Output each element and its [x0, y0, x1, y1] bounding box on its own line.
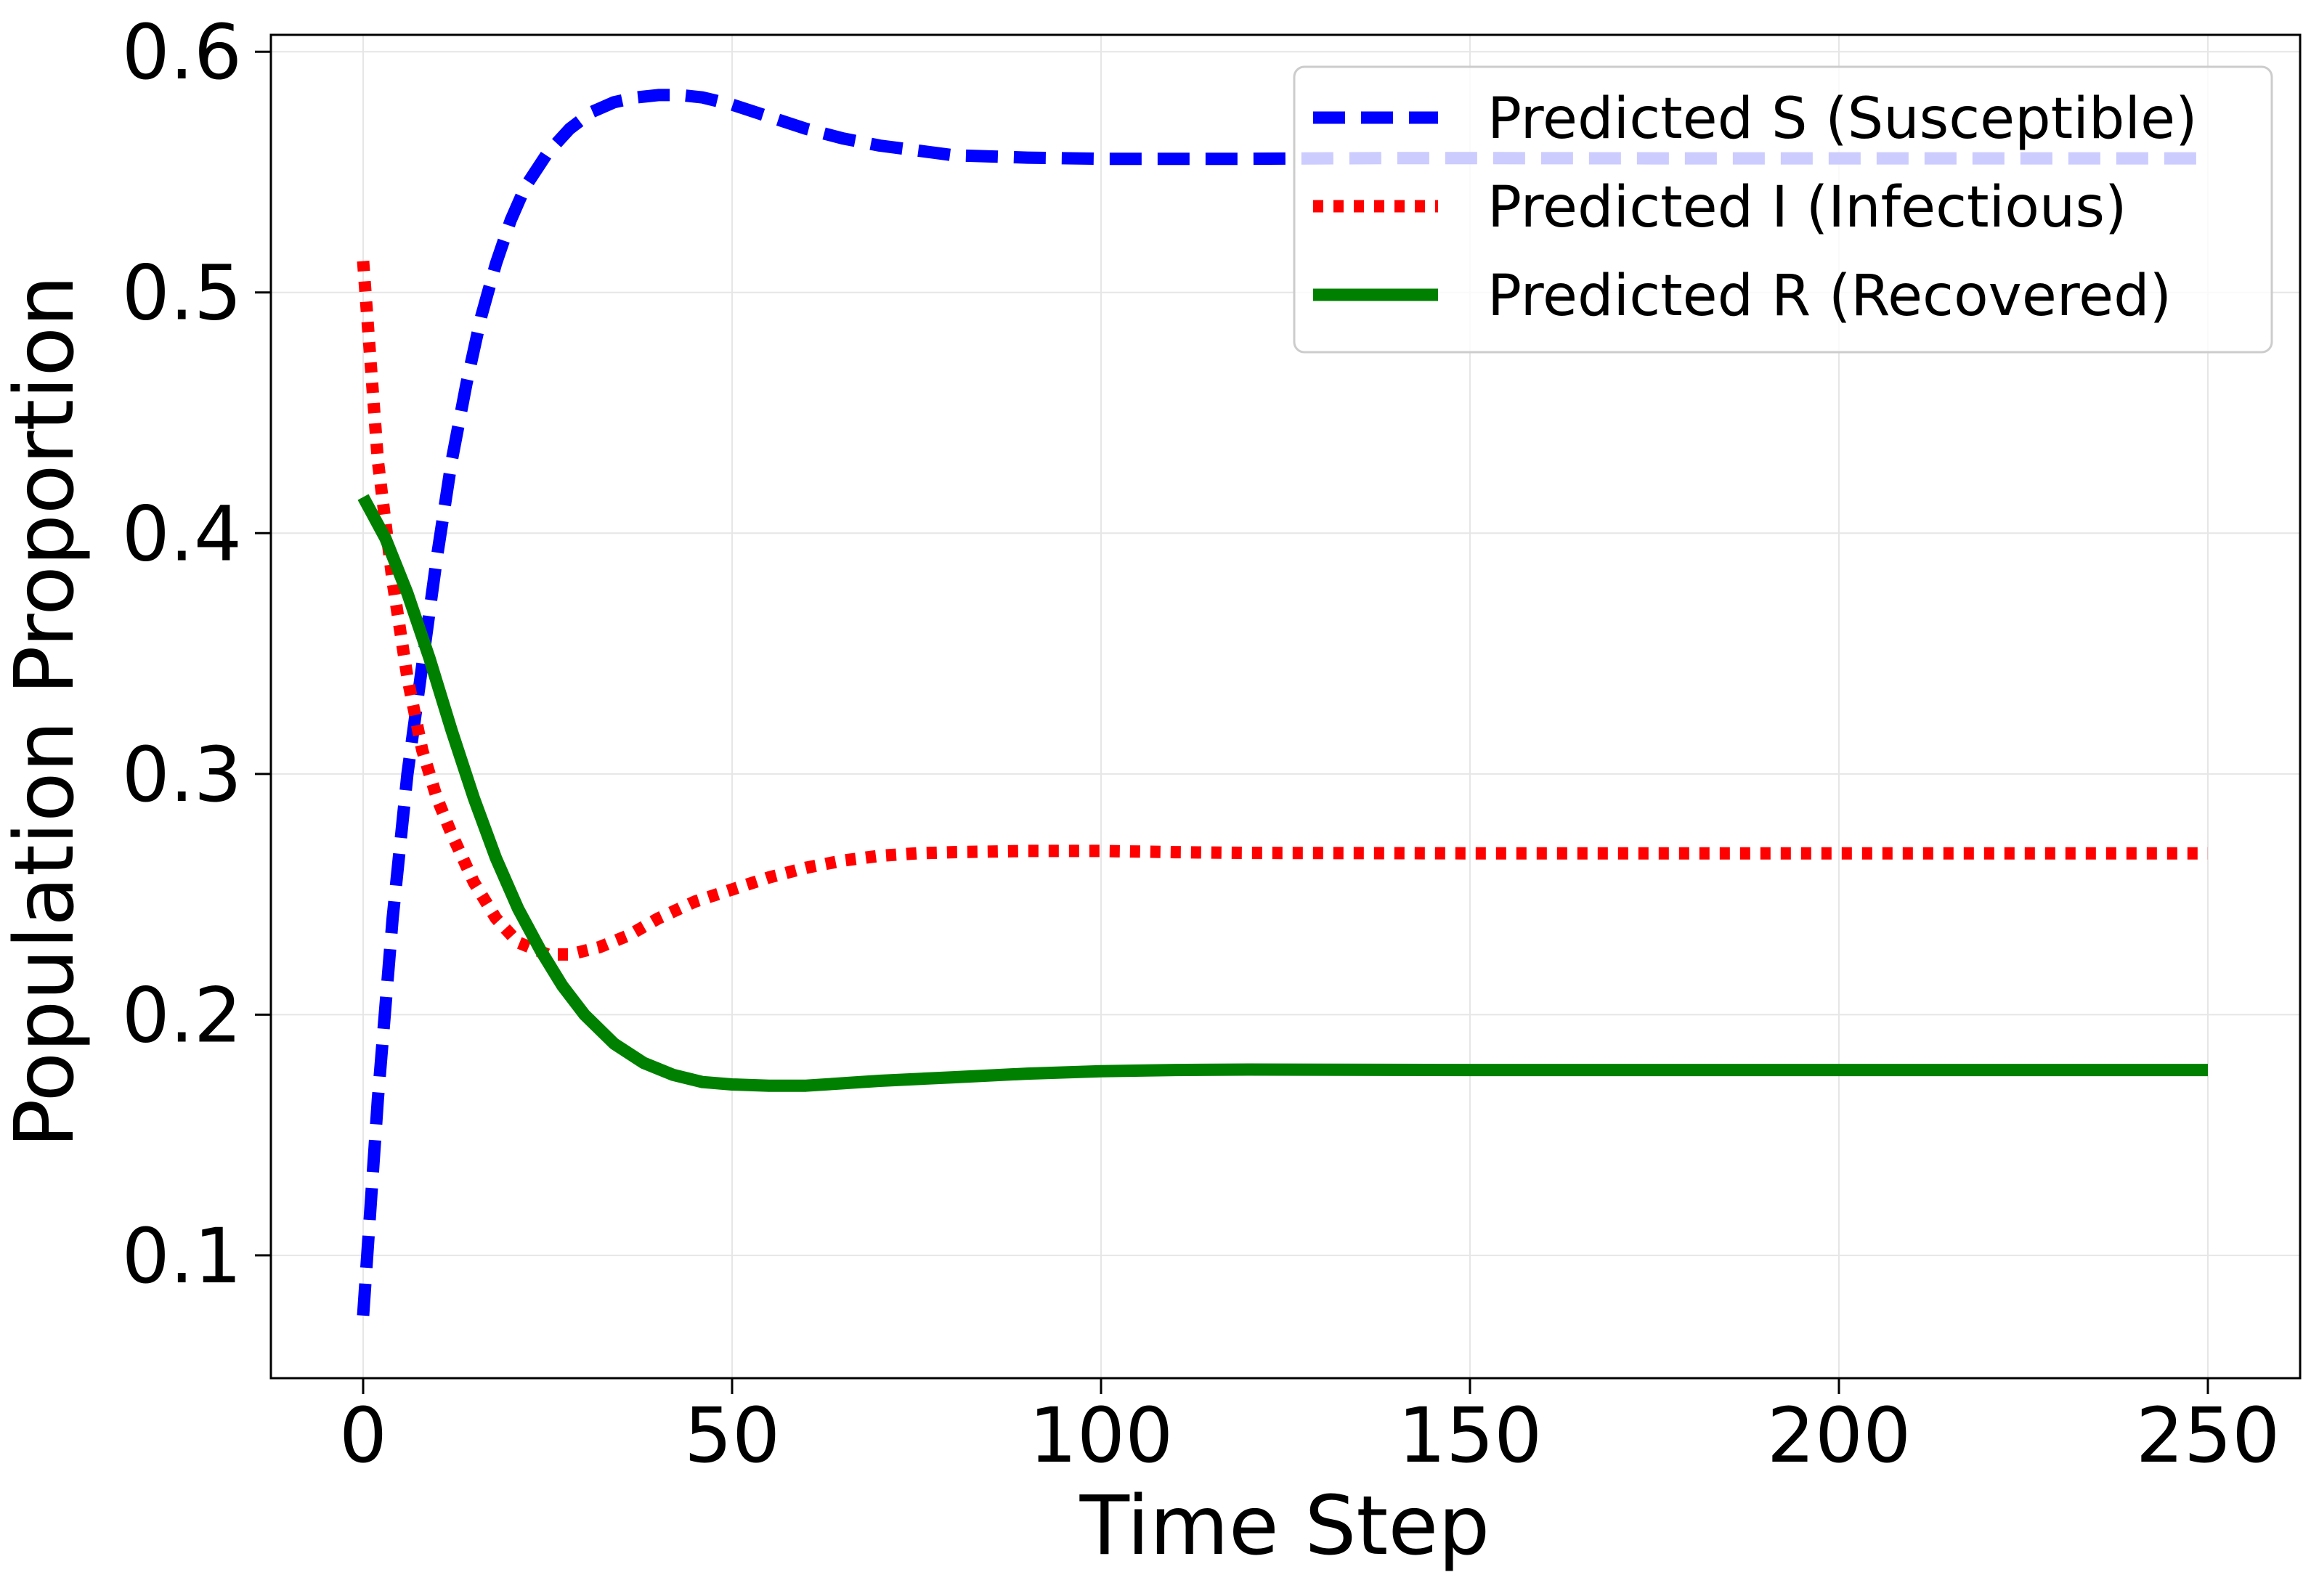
y-axis-ticks: 0.1 0.2 0.3 0.4 0.5 0.6 — [122, 8, 271, 1300]
x-axis-label: Time Step — [1079, 1479, 1490, 1573]
legend: Predicted S (Susceptible) Predicted I (In… — [1293, 65, 2273, 354]
x-tick-label: 50 — [684, 1391, 780, 1480]
x-axis-ticks: 0 50 100 150 200 250 — [339, 1378, 2280, 1480]
y-tick-label: 0.4 — [122, 489, 242, 578]
x-tick-label: 100 — [1029, 1391, 1174, 1480]
y-tick-label: 0.2 — [122, 971, 242, 1059]
plot-frame — [269, 33, 2302, 1380]
legend-label-2: Predicted I (Infectious) — [1487, 175, 2127, 240]
y-tick-label: 0.6 — [122, 8, 242, 97]
legend-label-3: Predicted R (Recovered) — [1487, 264, 2172, 329]
series-line-3 — [357, 494, 2208, 1092]
x-tick-label: 0 — [339, 1391, 387, 1480]
series-line-2 — [357, 260, 2208, 961]
legend-label-1: Predicted S (Susceptible) — [1487, 86, 2198, 152]
x-tick-label: 250 — [2136, 1391, 2281, 1480]
y-tick-label: 0.5 — [122, 249, 242, 338]
y-axis-label: Population Proportion — [0, 275, 92, 1148]
legend-box — [1293, 65, 2273, 354]
y-tick-label: 0.1 — [122, 1212, 242, 1300]
x-tick-label: 150 — [1398, 1391, 1543, 1480]
x-tick-label: 200 — [1767, 1391, 1912, 1480]
y-tick-label: 0.3 — [122, 730, 242, 819]
